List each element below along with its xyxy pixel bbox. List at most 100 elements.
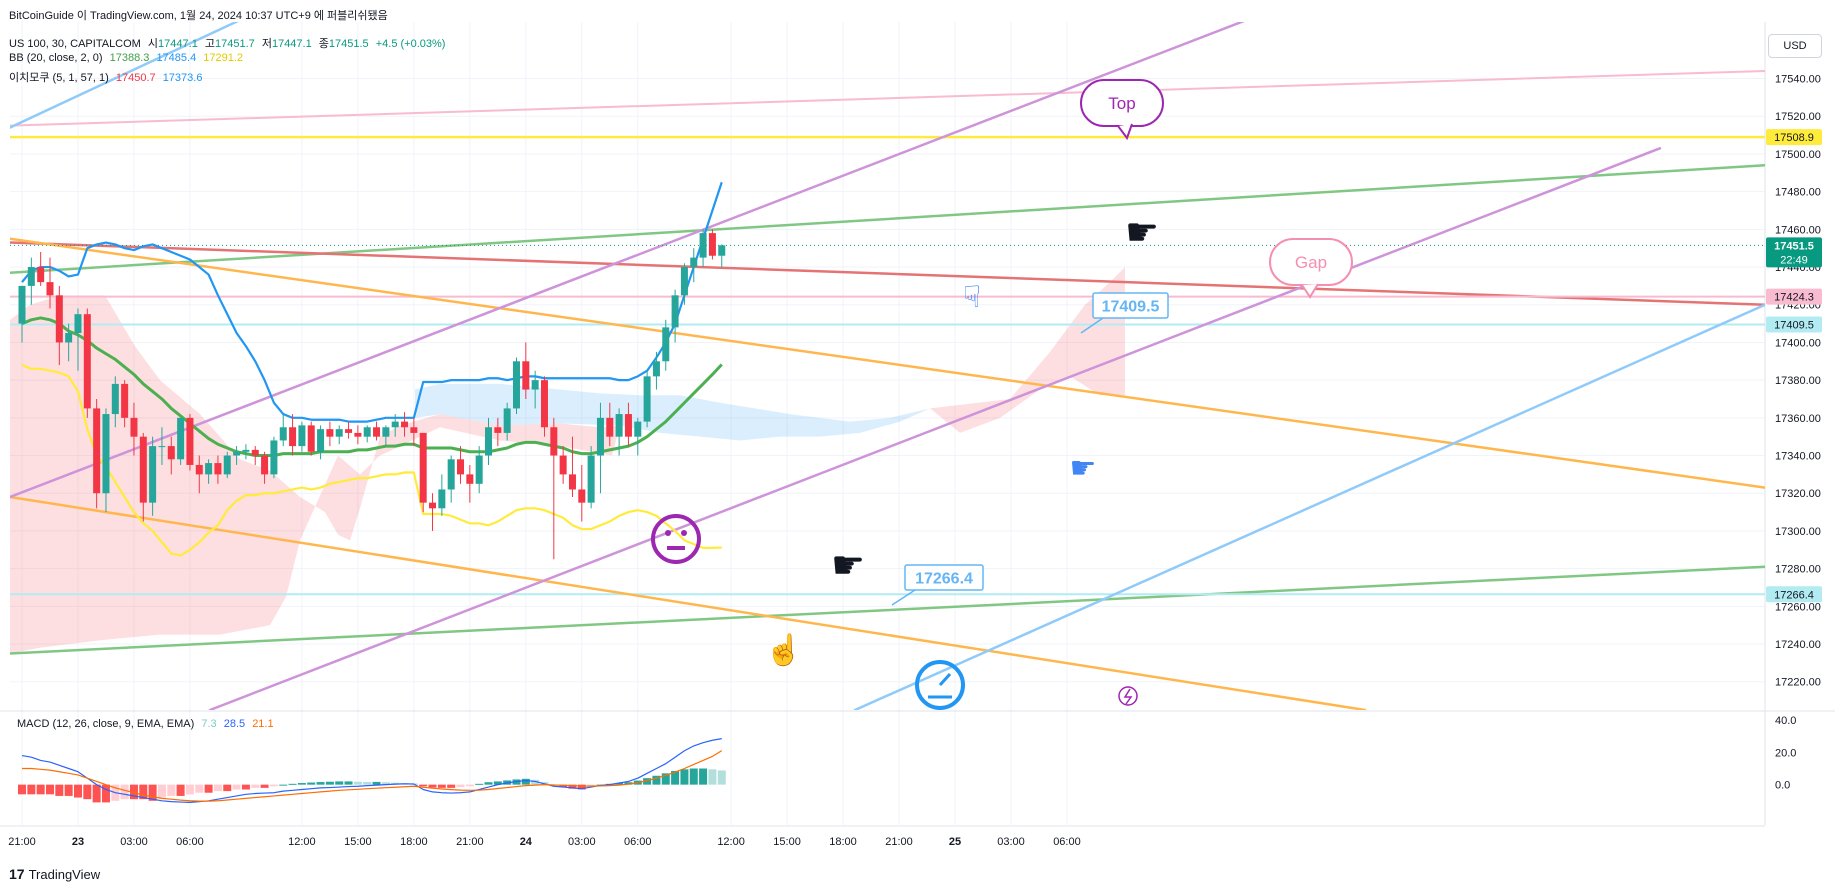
grid [0,22,1835,827]
tradingview-logo[interactable]: 17 TradingView [9,866,100,882]
candle-body [289,427,297,447]
hand-right-icon-1: ☛ [1125,212,1159,254]
time-tick: 21:00 [456,836,484,848]
candle-body [475,455,483,484]
time-tick: 21:00 [885,836,913,848]
trendline-blue-lower [853,303,1765,710]
tradingview-logo-icon: 17 [9,866,25,882]
candle-body [74,314,82,334]
macd-hist-bar [512,779,521,785]
ichimoku-legend[interactable]: 이치모쿠 (5, 1, 57, 1) 17450.7 17373.6 [9,69,206,85]
macd-hist-bar [335,781,344,785]
macd-hist-bar [232,784,241,790]
annotation-top-text: Top [1108,94,1135,113]
macd-hist-bar [260,784,269,788]
currency-button[interactable]: USD [1768,34,1822,58]
time-tick: 06:00 [624,836,652,848]
price-tick: 17260.00 [1775,601,1821,613]
macd-hist-bar [139,784,148,800]
gauge-icon [915,660,965,710]
trendline-orange-lower [10,495,1367,710]
candle-body [121,383,129,418]
trendline-green-lower [10,565,1765,655]
candle-body [307,425,315,452]
macd-hist-bar [288,783,297,785]
lightning-bolt [1123,688,1133,705]
bb-legend[interactable]: BB (20, close, 2, 0) 17388.3 17485.4 172… [9,52,247,64]
time-tick: 18:00 [829,836,857,848]
price-tick: 17460.00 [1775,224,1821,236]
candle-body [578,489,586,503]
ohlc-change: +4.5 (+0.03%) [375,38,446,50]
price-label-bg [1766,586,1822,603]
callout-17409: 17409.5 [1080,292,1169,334]
trendline-purple-lower [208,147,1662,710]
candle-body [65,333,73,343]
ohlc-low: 저17447.1 [261,38,312,50]
macd-hist-bar [185,784,194,795]
macd-hist-bar [251,784,260,788]
candle-body [27,267,35,286]
macd-hist-bar [428,784,437,788]
macd-tick: 0.0 [1775,780,1790,792]
candle-body [37,267,45,283]
symbol-legend[interactable]: US 100, 30, CAPITALCOM 시17447.1 고17451.7… [9,35,449,51]
macd-legend[interactable]: MACD (12, 26, close, 9, EMA, EMA) 7.3 28… [17,718,278,730]
candle-body [568,474,576,490]
price-label: 17409.5 [1774,320,1814,332]
candle-body [419,432,427,503]
candle-body [111,383,119,415]
trendline-red [10,241,1765,306]
macd-hist-bar [120,784,129,800]
time-tick: 23 [72,836,84,848]
ichimoku-value-2: 17373.6 [162,72,203,84]
callout-17409-pointer [1080,317,1104,334]
time-axis[interactable]: 21:00 23 03:00 06:00 12:00 15:00 18:00 21:00 24 0… [8,836,1080,848]
candle-body [317,429,325,452]
macd-tick: 20.0 [1775,747,1796,759]
candle-body [195,464,203,475]
candle-body [223,455,231,475]
candle-body [55,295,63,343]
macd-hist-bar [45,784,54,795]
macd-hist-bar [36,784,45,795]
price-tick: 17520.00 [1775,111,1821,123]
candle-body [354,432,362,437]
price-label: 17424.3 [1774,292,1814,304]
price-axis[interactable]: 17220.00 17240.00 17260.00 17280.00 17300.00… [1766,74,1822,689]
trendline-green-upper [10,164,1765,274]
hand-up-icon: ☝ [765,631,802,668]
macd-hist-bar [316,782,325,785]
candle-body [662,327,670,362]
macd-hist-value: 7.3 [201,718,217,730]
candle-body [559,455,567,475]
time-tick: 15:00 [773,836,801,848]
price-tick: 17320.00 [1775,488,1821,500]
candle-body [485,427,492,456]
candle-body [279,427,287,441]
candle-body [139,436,147,503]
callout-17266-pointer [891,589,916,606]
price-label: 17508.9 [1774,132,1814,144]
macd-hist-bar [531,779,540,785]
price-label-bg [1766,288,1822,305]
price-label-bg [1766,316,1822,333]
candle-body [690,257,698,268]
macd-hist-bar [129,784,138,800]
candle-body [335,429,343,437]
trendline-purple-upper [10,22,1245,499]
macd-signal-line [22,750,723,802]
neutral-face-eye-right [681,530,687,536]
trendlines [10,22,1765,710]
candle-body [130,417,138,437]
macd-hist-bar [671,770,680,785]
ichimoku-value-1: 17450.7 [115,72,156,84]
price-label-countdown: 22:49 [1780,254,1808,266]
trendline-orange-upper [10,237,1765,489]
candle-body [522,361,530,390]
macd-hist-bar [475,783,484,785]
macd-hist-bar [708,769,717,785]
macd-hist-bar [363,781,372,785]
gauge-outline [915,660,965,710]
